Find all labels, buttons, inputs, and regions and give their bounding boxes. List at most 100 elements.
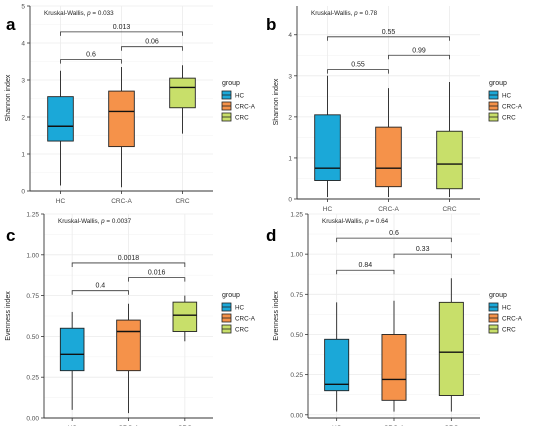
comparison-p-value: 0.33 bbox=[416, 246, 430, 253]
legend-item-label: CRC bbox=[235, 327, 249, 334]
comparison-bracket bbox=[128, 277, 186, 282]
y-tick-label: 1.00 bbox=[290, 252, 303, 259]
panel-c: 0.00 0.25 0.50 0.75 1.00 1.25 HC CRC-A CRC 0.4 0.0… bbox=[5, 212, 256, 431]
x-tick-label: CRC bbox=[442, 206, 456, 213]
y-tick-label: 1.00 bbox=[26, 252, 39, 259]
panel-label: d bbox=[266, 226, 276, 245]
legend-item-label: HC bbox=[502, 305, 512, 312]
y-tick-label: 0.50 bbox=[290, 332, 303, 339]
comparison-p-value: 0.016 bbox=[148, 270, 166, 277]
comparison-bracket bbox=[71, 262, 186, 267]
box-HC bbox=[59, 327, 85, 372]
annotation-prefix: Kruskal-Wallis, bbox=[311, 10, 354, 17]
y-tick-label: 0.00 bbox=[290, 412, 303, 419]
kruskal-wallis-annotation: Kruskal-Wallis, p = 0.78 bbox=[311, 10, 378, 17]
annotation-prefix: Kruskal-Wallis, bbox=[322, 218, 365, 225]
legend-item-label: CRC-A bbox=[502, 316, 523, 323]
annotation-p: p bbox=[364, 218, 369, 225]
y-tick-label: 3 bbox=[288, 73, 292, 80]
x-tick-label: CRC-A bbox=[111, 198, 132, 205]
comparison-bracket bbox=[327, 69, 389, 74]
comparison-p-value: 0.013 bbox=[113, 24, 131, 31]
y-tick-label: 0.75 bbox=[26, 293, 39, 300]
y-tick-label: 0.00 bbox=[26, 416, 39, 423]
legend-item-label: HC bbox=[235, 305, 245, 312]
box-CRC bbox=[169, 77, 196, 109]
comparison-p-value: 0.06 bbox=[145, 39, 159, 46]
kruskal-wallis-annotation: Kruskal-Wallis, p = 0.033 bbox=[44, 10, 114, 17]
panel-label: c bbox=[6, 226, 15, 245]
y-tick-label: 5 bbox=[21, 4, 25, 11]
y-tick-label: 0.25 bbox=[290, 372, 303, 379]
comparison-bracket bbox=[393, 253, 452, 259]
comparison-bracket bbox=[336, 237, 452, 243]
annotation-p: p bbox=[353, 10, 358, 17]
annotation-value: = 0.78 bbox=[358, 10, 378, 17]
legend: group HC CRC-A CRC bbox=[221, 80, 256, 122]
box-HC bbox=[324, 338, 350, 392]
legend-title: group bbox=[222, 80, 240, 87]
y-axis-label: Evenness index bbox=[5, 291, 12, 341]
legend-item-label: CRC bbox=[235, 115, 249, 122]
box-CRC bbox=[172, 301, 198, 332]
annotation-prefix: Kruskal-Wallis, bbox=[44, 10, 87, 17]
box-HC bbox=[314, 114, 341, 181]
kruskal-wallis-annotation: Kruskal-Wallis, p = 0.64 bbox=[322, 218, 389, 225]
legend-item-label: CRC bbox=[502, 115, 516, 122]
y-tick-label: 1 bbox=[21, 152, 25, 159]
y-tick-label: 4 bbox=[21, 41, 25, 48]
y-tick-label: 2 bbox=[21, 115, 25, 122]
legend-item-label: CRC bbox=[502, 327, 516, 334]
y-tick-label: 1 bbox=[288, 155, 292, 162]
comparison-p-value: 0.6 bbox=[86, 52, 96, 59]
comparison-p-value: 0.6 bbox=[389, 230, 399, 237]
comparison-p-value: 0.55 bbox=[351, 62, 365, 69]
panel-label: b bbox=[266, 15, 276, 34]
y-tick-label: 4 bbox=[288, 32, 292, 39]
x-tick-label: CRC-A bbox=[378, 206, 399, 213]
panel-a: 0 1 2 3 4 5 HC CRC-A CRC 0.6 0.06 0.013 Kruskal-Wall… bbox=[5, 4, 256, 206]
comparison-bracket bbox=[336, 269, 395, 275]
y-tick-label: 3 bbox=[21, 78, 25, 85]
comparison-bracket bbox=[121, 46, 183, 51]
legend: group HC CRC-A CRC bbox=[488, 292, 523, 334]
legend-item-label: HC bbox=[502, 93, 512, 100]
comparison-bracket bbox=[60, 31, 183, 36]
annotation-value: = 0.64 bbox=[369, 218, 389, 225]
comparison-bracket bbox=[60, 59, 122, 64]
x-tick-label: HC bbox=[56, 198, 66, 205]
legend-item-label: CRC-A bbox=[235, 316, 256, 323]
annotation-prefix: Kruskal-Wallis, bbox=[58, 218, 101, 225]
annotation-p: p bbox=[86, 10, 91, 17]
box-CRC-A bbox=[381, 334, 407, 401]
comparison-p-value: 0.55 bbox=[382, 29, 396, 36]
y-tick-label: 0.50 bbox=[26, 334, 39, 341]
y-tick-label: 1.25 bbox=[290, 212, 303, 219]
comparison-p-value: 0.0018 bbox=[118, 255, 140, 262]
box-HC bbox=[47, 96, 74, 142]
panel-b: 0 1 2 3 4 HC CRC-A CRC 0.55 0.99 0.55 Kruskal-Walli… bbox=[266, 6, 523, 213]
annotation-p: p bbox=[100, 218, 105, 225]
legend-item-label: HC bbox=[235, 93, 245, 100]
comparison-p-value: 0.99 bbox=[412, 47, 426, 54]
y-tick-label: 2 bbox=[288, 114, 292, 121]
annotation-value: = 0.033 bbox=[91, 10, 114, 17]
legend-title: group bbox=[489, 292, 507, 299]
kruskal-wallis-annotation: Kruskal-Wallis, p = 0.0037 bbox=[58, 218, 132, 225]
y-tick-label: 0 bbox=[21, 189, 25, 196]
comparison-p-value: 0.84 bbox=[359, 262, 373, 269]
comparison-bracket bbox=[388, 54, 450, 60]
legend-title: group bbox=[489, 80, 507, 87]
y-tick-label: 0.25 bbox=[26, 375, 39, 382]
comparison-bracket bbox=[71, 290, 129, 295]
comparison-bracket bbox=[327, 36, 450, 41]
y-axis-label: Shannon index bbox=[5, 74, 12, 121]
legend-item-label: CRC-A bbox=[235, 104, 256, 111]
y-tick-label: 0.75 bbox=[290, 292, 303, 299]
y-axis-label: Evenness index bbox=[273, 291, 280, 341]
legend: group HC CRC-A CRC bbox=[221, 292, 256, 334]
y-tick-label: 0 bbox=[288, 197, 292, 204]
legend-item-label: CRC-A bbox=[502, 104, 523, 111]
